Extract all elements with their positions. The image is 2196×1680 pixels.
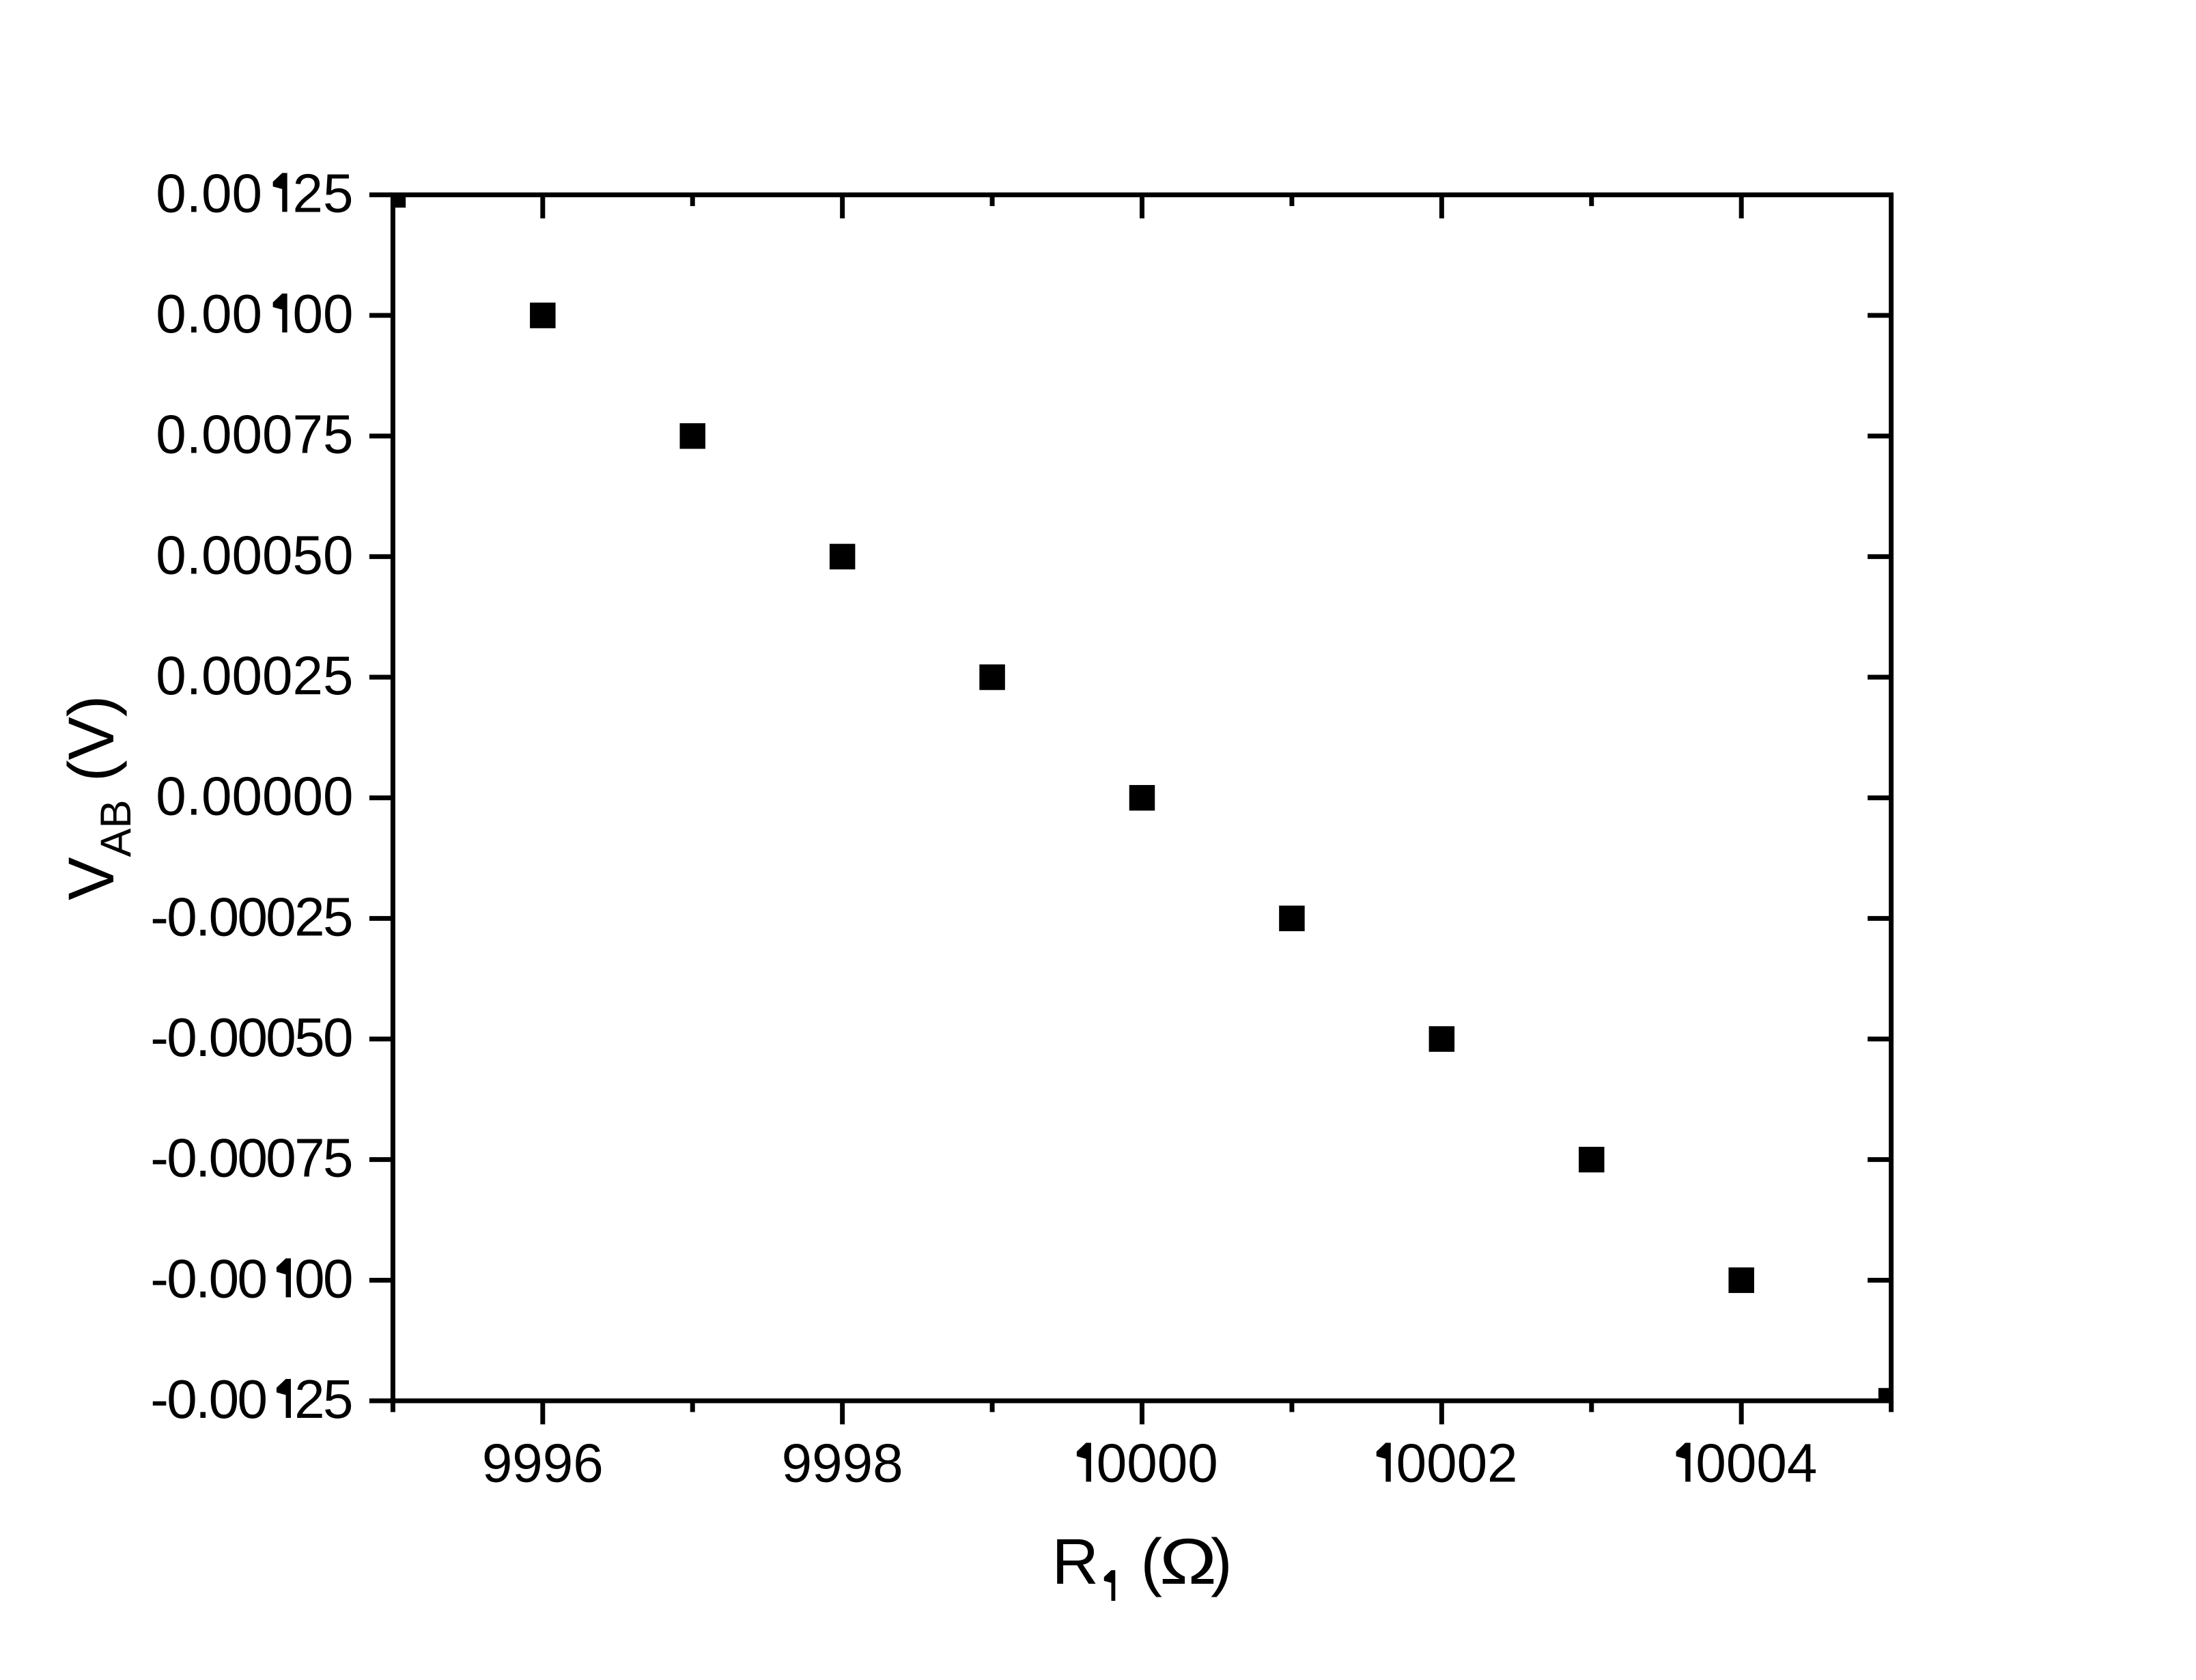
svg-text:Ω: Ω [1159, 1526, 1217, 1598]
svg-text:-0.00075: -0.00075 [150, 1128, 352, 1188]
svg-text:9998: 9998 [782, 1433, 903, 1494]
svg-text:0.00025: 0.00025 [156, 645, 353, 706]
svg-text:0.00100: 0.00100 [156, 283, 353, 344]
svg-text:-0.00025: -0.00025 [150, 886, 352, 947]
svg-text:0.00050: 0.00050 [156, 524, 353, 585]
svg-text:0.00075: 0.00075 [156, 404, 353, 465]
svg-text:-0.00125: -0.00125 [150, 1369, 352, 1429]
svg-text:VAB (V): VAB (V) [55, 695, 140, 900]
svg-text:-0.00100: -0.00100 [150, 1248, 352, 1309]
svg-text:9996: 9996 [482, 1433, 604, 1494]
svg-text:-0.00050: -0.00050 [150, 1007, 352, 1068]
svg-text:0.00000: 0.00000 [156, 766, 353, 827]
svg-text:0.00125: 0.00125 [156, 162, 353, 223]
